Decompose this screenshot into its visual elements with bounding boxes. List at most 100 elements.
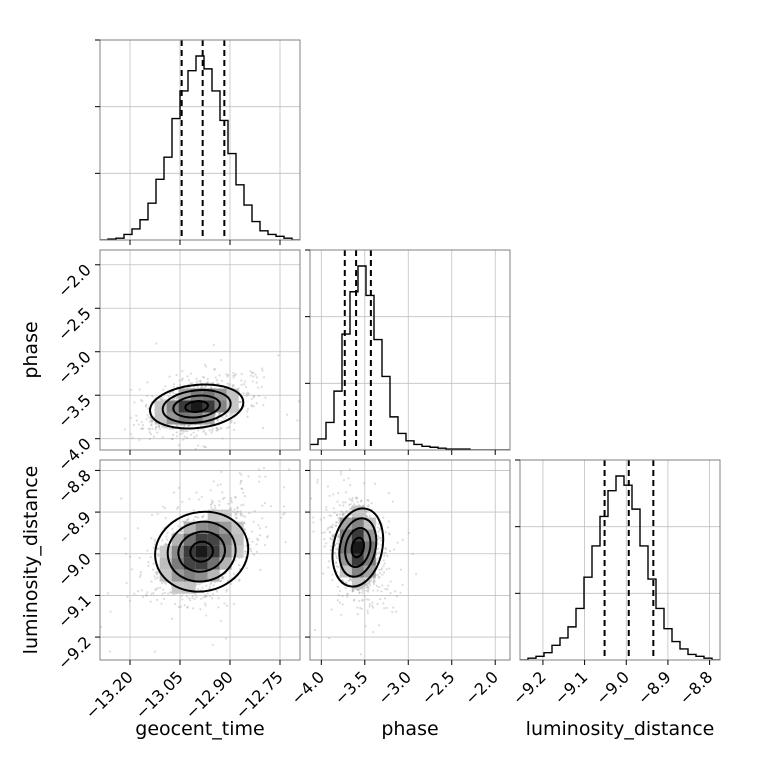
- sample-point: [155, 572, 158, 575]
- sample-point: [216, 590, 219, 593]
- sample-point: [218, 413, 221, 416]
- sample-point: [198, 583, 201, 586]
- sample-point: [136, 527, 139, 530]
- sample-point: [240, 512, 243, 516]
- sample-point: [378, 550, 381, 554]
- sample-point: [196, 588, 200, 591]
- sample-point: [337, 565, 340, 569]
- sample-point: [366, 583, 369, 587]
- sample-point: [261, 426, 264, 429]
- histogram-luminosity_distance: [520, 460, 720, 660]
- sample-point: [382, 602, 385, 605]
- sample-point: [219, 619, 222, 622]
- sample-point: [146, 414, 149, 417]
- sample-point: [167, 592, 170, 595]
- sample-point: [195, 377, 198, 380]
- sample-point: [335, 542, 338, 545]
- sample-point: [217, 382, 220, 385]
- sample-point: [209, 489, 212, 492]
- sample-point: [179, 605, 183, 608]
- sample-point: [196, 385, 199, 389]
- sample-point: [247, 475, 250, 478]
- sample-point: [331, 523, 334, 526]
- sample-point: [254, 373, 257, 376]
- sample-point: [401, 583, 404, 587]
- sample-point: [385, 568, 388, 571]
- sample-point: [372, 631, 375, 634]
- sample-point: [313, 628, 317, 632]
- sample-point: [258, 527, 262, 530]
- sample-point: [223, 417, 226, 420]
- sample-point: [363, 583, 366, 587]
- sample-point: [258, 534, 262, 537]
- sample-point: [163, 426, 166, 429]
- sample-point: [346, 593, 349, 596]
- sample-point: [230, 507, 233, 510]
- sample-point: [197, 429, 200, 432]
- sample-point: [154, 428, 157, 431]
- sample-point: [338, 521, 341, 524]
- sample-point: [171, 527, 174, 531]
- sample-point: [336, 521, 339, 524]
- sample-point: [215, 379, 219, 382]
- sample-point: [151, 395, 154, 398]
- sample-point: [202, 376, 206, 379]
- sample-point: [191, 594, 195, 598]
- sample-point: [261, 517, 264, 520]
- sample-point: [148, 428, 152, 431]
- sample-point: [243, 522, 246, 525]
- x-tick-label: −2.5: [418, 667, 459, 708]
- sample-point: [383, 562, 386, 565]
- sample-point: [325, 508, 328, 512]
- sample-point: [388, 533, 391, 536]
- sample-point: [378, 568, 381, 571]
- y-tick-label: −3.0: [54, 347, 95, 388]
- sample-point: [172, 383, 176, 386]
- sample-point: [348, 484, 352, 487]
- sample-point: [172, 385, 175, 388]
- sample-point: [125, 552, 128, 555]
- sample-point: [378, 529, 381, 532]
- sample-point: [246, 415, 249, 419]
- sample-point: [210, 386, 213, 389]
- sample-point: [232, 510, 235, 513]
- sample-point: [361, 591, 364, 595]
- sample-point: [379, 597, 382, 601]
- y-tick-label: −8.9: [54, 507, 95, 548]
- sample-point: [132, 423, 136, 427]
- sample-point: [339, 510, 343, 513]
- x-tick-label: −2.0: [461, 667, 502, 708]
- sample-point: [329, 525, 332, 528]
- sample-point: [227, 502, 230, 505]
- x-axis-label-geocent_time: geocent_time: [135, 718, 264, 740]
- sample-point: [380, 590, 383, 593]
- sample-point: [347, 579, 350, 582]
- sample-point: [218, 412, 222, 415]
- sample-point: [368, 515, 371, 518]
- sample-point: [225, 590, 228, 593]
- sample-point: [367, 504, 370, 507]
- sample-point: [184, 430, 187, 433]
- sample-point: [130, 388, 133, 391]
- sample-point: [328, 494, 331, 497]
- sample-point: [149, 556, 152, 559]
- sample-point: [209, 503, 212, 506]
- sample-point: [185, 595, 189, 598]
- sample-point: [220, 470, 223, 474]
- sample-point: [179, 432, 182, 436]
- sample-point: [129, 599, 132, 602]
- x-tick-label: −9.2: [509, 667, 550, 708]
- sample-point: [372, 581, 375, 584]
- sample-point: [264, 525, 268, 529]
- sample-point: [247, 393, 250, 396]
- sample-point: [383, 552, 386, 555]
- sample-point: [252, 405, 255, 408]
- sample-point: [332, 535, 335, 538]
- sample-point: [327, 526, 330, 529]
- sample-point: [224, 415, 228, 418]
- sample-point: [391, 610, 394, 614]
- sample-point: [174, 397, 178, 400]
- sample-point: [351, 590, 355, 593]
- sample-point: [337, 539, 340, 542]
- density-blocks: [154, 388, 239, 425]
